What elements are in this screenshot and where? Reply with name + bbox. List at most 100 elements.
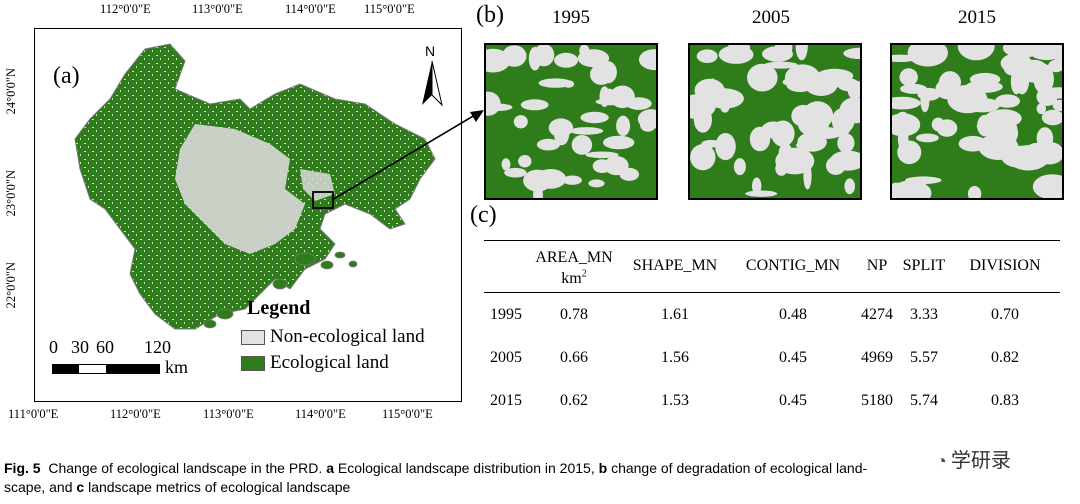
panel-b-label: (b)	[476, 2, 504, 28]
header-area-unit-base: km	[561, 270, 582, 288]
non-ecological-patch	[715, 133, 736, 161]
table-cell: 0.70	[991, 305, 1019, 323]
header-division: DIVISION	[969, 257, 1041, 274]
non-ecological-patch	[1035, 141, 1062, 165]
header-area-unit: km2	[561, 269, 587, 288]
header-area-unit-exp: 2	[581, 269, 587, 280]
non-ecological-patch	[837, 78, 860, 92]
watermark: ◔ 学研录	[932, 444, 1015, 473]
non-ecological-patch	[536, 138, 560, 151]
non-ecological-patch	[562, 175, 582, 185]
legend-swatch-non-ecological	[241, 330, 265, 346]
non-ecological-patch	[795, 45, 808, 61]
table-row: 2005 0.66 1.56 0.45 4969 5.57 0.82	[484, 336, 1060, 379]
non-ecological-patch	[533, 184, 543, 198]
table-cell: 0.48	[779, 305, 807, 323]
non-ecological-patch	[577, 49, 610, 68]
year-label-1995: 1995	[552, 7, 590, 28]
caption-line2-start: scape, and	[4, 479, 73, 495]
table-header-row: AREA_MN km2 SHAPE_MN CONTIG_MN NP SPLIT …	[484, 240, 1060, 293]
non-ecological-patch	[741, 45, 751, 53]
prd-region-map	[74, 43, 436, 330]
non-ecological-patch	[504, 167, 527, 178]
panel-c-label: (c)	[470, 202, 497, 228]
scale-tick-30: 30	[71, 337, 89, 357]
non-ecological-patch	[501, 158, 511, 171]
table-cell: 4274	[861, 305, 893, 323]
legend-label-ecological: Ecological land	[270, 352, 389, 373]
table-cell: 0.62	[560, 391, 588, 409]
non-ecological-patch	[520, 99, 549, 111]
non-ecological-patch	[599, 86, 610, 108]
non-ecological-patch	[916, 133, 939, 143]
non-ecological-patch	[977, 114, 993, 137]
non-ecological-patch	[747, 63, 778, 92]
non-ecological-patch	[803, 161, 812, 190]
legend-item-non-ecological: Non-ecological land	[241, 326, 456, 348]
top-coord-2: 113°0'0"E	[192, 2, 243, 16]
caption-line-2: scape, and c landscape metrics of ecolog…	[4, 478, 1074, 497]
non-ecological-patch	[984, 109, 1022, 128]
non-ecological-patch	[720, 101, 730, 113]
figure-caption: Fig. 5 Change of ecological landscape in…	[4, 459, 1074, 497]
non-ecological-patch	[791, 104, 816, 127]
non-ecological-patch	[638, 49, 656, 71]
non-ecological-patch	[486, 91, 501, 116]
table-cell: 5.57	[910, 348, 938, 366]
non-ecological-patch	[797, 132, 827, 152]
non-ecological-patch	[892, 113, 921, 137]
non-ecological-patch	[603, 135, 635, 150]
scale-bar-graphic	[52, 364, 160, 374]
non-ecological-patch	[810, 74, 842, 91]
non-ecological-patch	[907, 45, 948, 67]
caption-b-text: change of degradation of ecological land…	[611, 460, 868, 476]
top-coord-4: 115°0'0"E	[364, 2, 415, 16]
non-ecological-patch	[1036, 103, 1047, 115]
table-cell: 0.45	[779, 391, 807, 409]
non-ecological-patch	[775, 45, 793, 60]
table-cell: 0.66	[560, 348, 588, 366]
non-ecological-patch	[892, 96, 921, 110]
non-ecological-zone	[175, 124, 305, 254]
non-ecological-patch	[1048, 59, 1062, 73]
map-frame: (a) N Legend Non-ecological land Ecologi…	[34, 28, 462, 402]
non-ecological-patch	[694, 78, 725, 102]
non-ecological-patch	[518, 155, 532, 168]
caption-fig-label: Fig. 5	[4, 460, 41, 476]
table-cell: 1.56	[661, 348, 689, 366]
table-cell: 2015	[490, 391, 522, 409]
bottom-coord-5: 115°0'0"E	[382, 407, 433, 421]
north-arrow-icon	[422, 61, 443, 107]
non-ecological-patch	[585, 151, 619, 159]
non-ecological-patch	[749, 126, 771, 152]
north-arrow: N	[417, 43, 447, 109]
bottom-coord-1: 111°0'0"E	[8, 407, 59, 421]
caption-c-text: landscape metrics of ecological landscap…	[88, 479, 351, 495]
table-cell: 1.61	[661, 305, 689, 323]
watermark-icon: ◔	[936, 451, 947, 471]
non-ecological-patch	[554, 52, 579, 68]
non-ecological-patch	[834, 113, 852, 136]
non-ecological-patch	[637, 109, 656, 129]
non-ecological-patch	[619, 167, 639, 181]
non-ecological-patch	[538, 78, 573, 88]
table-cell: 5180	[861, 391, 893, 409]
table-body: 1995 0.78 1.61 0.48 4274 3.33 0.70 2005 0.66 1.56…	[484, 293, 1060, 423]
non-ecological-patch	[995, 94, 1020, 108]
scale-tick-0: 0	[49, 337, 58, 357]
non-ecological-patch	[548, 118, 574, 138]
non-ecological-patch	[1032, 174, 1062, 198]
non-ecological-patch	[571, 135, 593, 155]
legend-swatch-ecological	[241, 356, 265, 372]
bottom-coord-3: 113°0'0"E	[203, 407, 254, 421]
non-ecological-patch	[786, 77, 814, 93]
non-ecological-patch	[690, 144, 716, 171]
table-cell: 0.83	[991, 391, 1019, 409]
non-ecological-zone-2	[300, 169, 335, 201]
islands	[203, 251, 358, 329]
header-area-mn-label: AREA_MN	[535, 249, 613, 266]
header-np: NP	[866, 257, 888, 274]
non-ecological-patch	[513, 115, 528, 129]
non-ecological-patch	[616, 115, 631, 136]
